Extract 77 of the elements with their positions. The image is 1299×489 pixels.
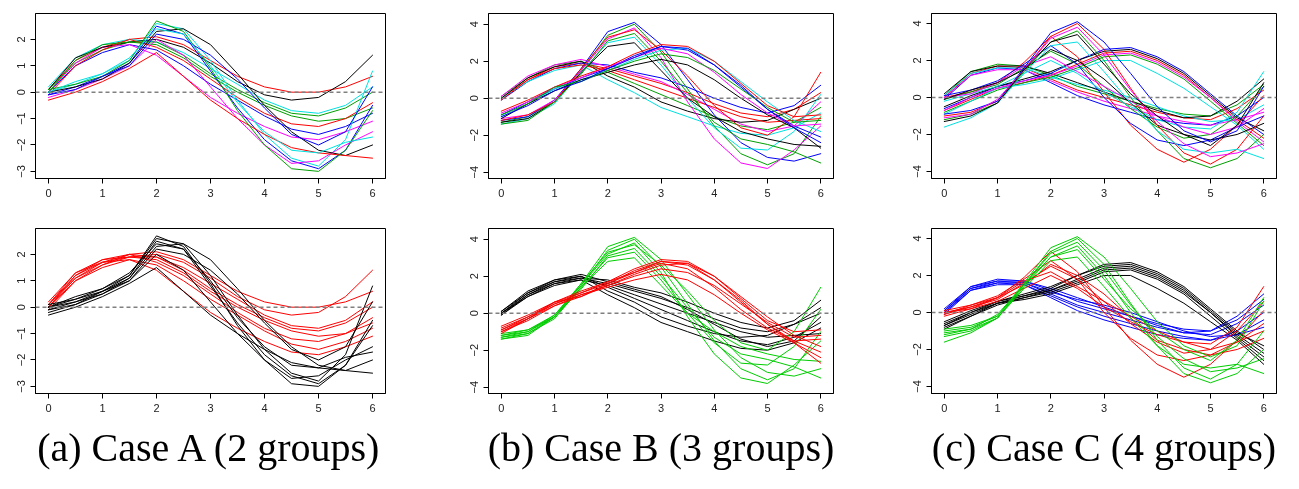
x-tick-label: 1	[99, 186, 106, 199]
y-tick-label: −3	[15, 165, 28, 178]
x-tick-label: 3	[1100, 186, 1108, 199]
x-tick-label: 1	[551, 401, 558, 414]
y-tick-label: −2	[468, 128, 481, 142]
x-tick-label: 2	[604, 186, 611, 199]
y-tick-label: 2	[468, 58, 481, 65]
x-tick-label: 3	[657, 401, 665, 414]
y-tick-label: −2	[15, 138, 28, 152]
y-tick-label: 1	[15, 62, 28, 69]
y-tick-label: 2	[15, 251, 28, 258]
x-tick-label: 6	[369, 401, 376, 414]
text: (b) Case B (3 groups)	[487, 424, 835, 470]
x-tick-label: 0	[941, 401, 948, 414]
x-tick-label: 6	[1260, 186, 1267, 199]
y-tick-label: 0	[15, 89, 28, 96]
y-tick-label: −2	[468, 343, 481, 357]
y-tick-label: −2	[911, 128, 924, 141]
y-tick-label: 0	[911, 94, 924, 101]
x-tick-label: 1	[99, 401, 106, 414]
x-tick-label: 5	[764, 186, 771, 199]
x-tick-label: 6	[817, 186, 824, 199]
y-tick-label: −1	[15, 327, 28, 340]
x-tick-label: 0	[498, 401, 505, 414]
y-tick-label: 0	[468, 95, 481, 102]
x-tick-label: 2	[153, 186, 160, 199]
y-tick-label: 4	[468, 236, 481, 243]
x-tick-label: 3	[207, 401, 214, 414]
x-tick-label: 4	[711, 401, 718, 414]
x-tick-label: 4	[261, 186, 268, 199]
x-tick-label: 5	[764, 401, 771, 414]
x-tick-label: 0	[45, 186, 52, 199]
x-tick-label: 2	[604, 401, 611, 414]
y-tick-label: 4	[911, 20, 924, 27]
x-tick-label: 1	[551, 186, 558, 199]
y-tick-label: 2	[15, 36, 28, 43]
x-tick-label: 6	[817, 401, 824, 414]
y-tick-label: −3	[15, 380, 28, 393]
y-tick-label: 4	[468, 21, 481, 28]
y-tick-label: −4	[911, 165, 924, 178]
text: (c) Case C (4 groups)	[931, 424, 1277, 470]
x-tick-label: 0	[941, 186, 948, 199]
text: (a) Case A (2 groups)	[37, 424, 380, 470]
x-tick-label: 3	[657, 186, 665, 199]
x-tick-label: 5	[315, 401, 322, 414]
x-tick-label: 5	[315, 186, 322, 199]
x-tick-label: 3	[207, 186, 214, 199]
x-tick-label: 5	[1207, 186, 1214, 199]
x-tick-label: 2	[1047, 186, 1054, 199]
x-tick-label: 4	[711, 186, 718, 199]
y-tick-label: −2	[911, 343, 924, 356]
x-tick-label: 1	[994, 186, 1001, 199]
x-tick-label: 4	[1154, 401, 1161, 414]
x-tick-label: 2	[1047, 401, 1054, 414]
y-tick-label: 2	[911, 272, 924, 279]
x-tick-label: 1	[994, 401, 1001, 414]
y-tick-label: −2	[15, 353, 28, 367]
y-tick-label: −4	[911, 380, 924, 393]
y-tick-label: 2	[911, 57, 924, 64]
y-tick-label: 2	[468, 273, 481, 280]
y-tick-label: −4	[468, 165, 481, 179]
x-tick-label: 4	[261, 401, 268, 414]
y-tick-label: 0	[468, 310, 481, 317]
x-tick-label: 6	[1260, 401, 1267, 414]
y-tick-label: −4	[468, 380, 481, 394]
x-tick-label: 0	[45, 401, 52, 414]
x-tick-label: 3	[1100, 401, 1108, 414]
x-tick-label: 5	[1207, 401, 1214, 414]
x-tick-label: 4	[1154, 186, 1161, 199]
x-tick-label: 0	[498, 186, 505, 199]
x-tick-label: 2	[153, 401, 160, 414]
y-tick-label: 0	[911, 309, 924, 316]
y-tick-label: −1	[15, 112, 28, 125]
y-tick-label: 0	[15, 304, 28, 311]
y-tick-label: 1	[15, 277, 28, 284]
y-tick-label: 4	[911, 235, 924, 242]
x-tick-label: 6	[369, 186, 376, 199]
